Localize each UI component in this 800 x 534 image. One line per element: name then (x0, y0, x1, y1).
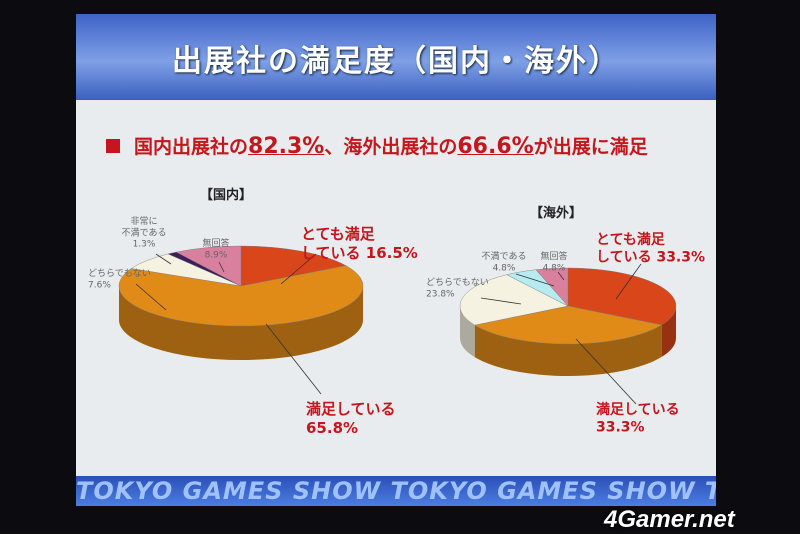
headline-text: 国内出展社の (134, 136, 249, 158)
chart-title: 【国内】 (200, 187, 252, 203)
pie-chart-1: 【海外】とても満足している 33.3% 満足している 33.3% どちらでもない 23.… (426, 205, 705, 436)
leader-line (280, 253, 317, 285)
overseas-percent: 66.6% (457, 134, 534, 159)
slice-label: とても満足している 16.5% (301, 225, 418, 262)
leader-line (265, 323, 322, 395)
slice-label: どちらでもない 23.8% (426, 277, 489, 299)
bottom-band: TOKYO GAMES SHOW TOKYO GAMES SHOW TOKYO … (76, 476, 716, 506)
chart-title: 【海外】 (530, 205, 582, 221)
pie-slice-side (459, 306, 475, 358)
domestic-percent: 82.3% (248, 134, 325, 159)
headline-text: が出展に満足 (533, 136, 648, 158)
pie-charts: 【国内】とても満足している 16.5% 満足している 65.8% どちらでもない 7.6… (88, 187, 705, 437)
slice-label: 満足している 65.8% (306, 400, 396, 437)
headline: 国内出展社の82.3%、海外出展社の66.6%が出展に満足 (106, 132, 648, 159)
watermark-logo: 4Gamer.net (604, 506, 735, 533)
leader-line (575, 338, 637, 405)
pie-chart-0: 【国内】とても満足している 16.5% 満足している 65.8% どちらでもない 7.6… (88, 187, 418, 437)
leader-line (557, 271, 565, 281)
slice-label: 満足している 33.3% (596, 401, 680, 436)
leader-line (135, 283, 167, 311)
leader-line (515, 273, 555, 287)
headline-text: 、海外出展社の (324, 136, 458, 158)
pie-slice (474, 305, 663, 345)
pie-slice-side (661, 306, 676, 357)
pie-slice-side (119, 286, 363, 360)
pie-slice (118, 265, 364, 327)
leader-line (155, 253, 172, 265)
presentation-slide: 出展社の満足度（国内・海外） 国内出展社の82.3%、海外出展社の66.6%が出… (76, 14, 716, 506)
pie-slice (175, 245, 242, 287)
slice-label: 無回答 4.8% (540, 250, 567, 273)
slice-label: どちらでもない 7.6% (88, 268, 151, 290)
slice-label: とても満足している 33.3% (596, 231, 705, 266)
leader-line (615, 263, 642, 300)
pie-slice (240, 245, 347, 287)
bullet-square-icon (106, 139, 120, 153)
leader-line (480, 297, 522, 305)
leader-line (218, 261, 225, 273)
title-banner: 出展社の満足度（国内・海外） (76, 14, 716, 100)
pie-slice (567, 267, 677, 326)
pie-slice (535, 267, 569, 307)
pie-slice-side (474, 324, 662, 376)
slice-label: 非常に不満である 1.3% (122, 215, 167, 250)
slice-label: 不満である 4.8% (482, 251, 527, 273)
pie-slice (459, 274, 569, 326)
slice-label: 無回答 8.9% (202, 237, 229, 260)
slide-title: 出展社の満足度（国内・海外） (172, 44, 620, 79)
